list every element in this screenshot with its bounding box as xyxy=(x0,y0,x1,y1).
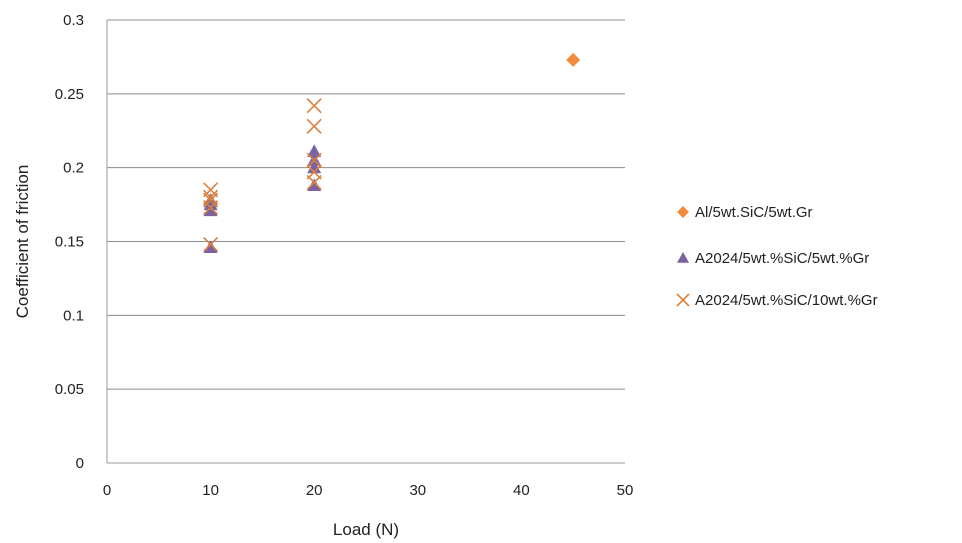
data-point-triangle xyxy=(203,240,218,254)
x-tick-labels: 0 10 20 30 40 50 xyxy=(103,482,634,499)
x-tick-label: 30 xyxy=(409,482,426,499)
legend: Al/5wt.SiC/5wt.Gr A2024/5wt.%SiC/5wt.%Gr A… xyxy=(676,204,878,309)
x-tick-label: 10 xyxy=(202,482,219,499)
data-point-diamond xyxy=(677,206,689,218)
y-tick-labels: 0 0.05 0.1 0.15 0.2 0.25 0.3 xyxy=(55,12,84,472)
x-tick-label: 40 xyxy=(513,482,530,499)
data-point-x xyxy=(306,98,322,114)
data-point-x xyxy=(676,293,690,307)
x-axis-title: Load (N) xyxy=(333,520,399,539)
y-tick-label: 0.1 xyxy=(63,307,84,324)
data-point-x xyxy=(306,118,322,134)
y-tick-label: 0 xyxy=(76,455,84,472)
x-tick-label: 50 xyxy=(617,482,634,499)
gridlines xyxy=(107,19,625,390)
y-tick-label: 0.15 xyxy=(55,234,84,251)
y-tick-label: 0.3 xyxy=(63,12,84,29)
data-point-x xyxy=(306,164,322,180)
data-point-diamond xyxy=(566,52,581,67)
data-points xyxy=(203,52,581,254)
data-point-x xyxy=(203,189,219,205)
data-point-x xyxy=(306,152,322,168)
y-tick-label: 0.2 xyxy=(63,160,84,177)
y-tick-label: 0.25 xyxy=(55,86,84,103)
legend-label: A2024/5wt.%SiC/5wt.%Gr xyxy=(695,250,869,267)
data-point-x xyxy=(203,182,219,198)
data-point-triangle xyxy=(677,252,689,263)
data-point-triangle xyxy=(307,178,322,191)
data-point-triangle xyxy=(307,144,322,158)
legend-label: Al/5wt.SiC/5wt.Gr xyxy=(695,204,813,221)
y-tick-label: 0.05 xyxy=(55,381,84,398)
legend-label: A2024/5wt.%SiC/10wt.%Gr xyxy=(695,292,878,309)
data-point-triangle xyxy=(307,160,322,174)
x-tick-label: 20 xyxy=(306,482,323,499)
x-tick-label: 0 xyxy=(103,482,111,499)
data-point-x xyxy=(203,236,219,253)
y-axis-title: Coefficient of friction xyxy=(13,165,32,319)
